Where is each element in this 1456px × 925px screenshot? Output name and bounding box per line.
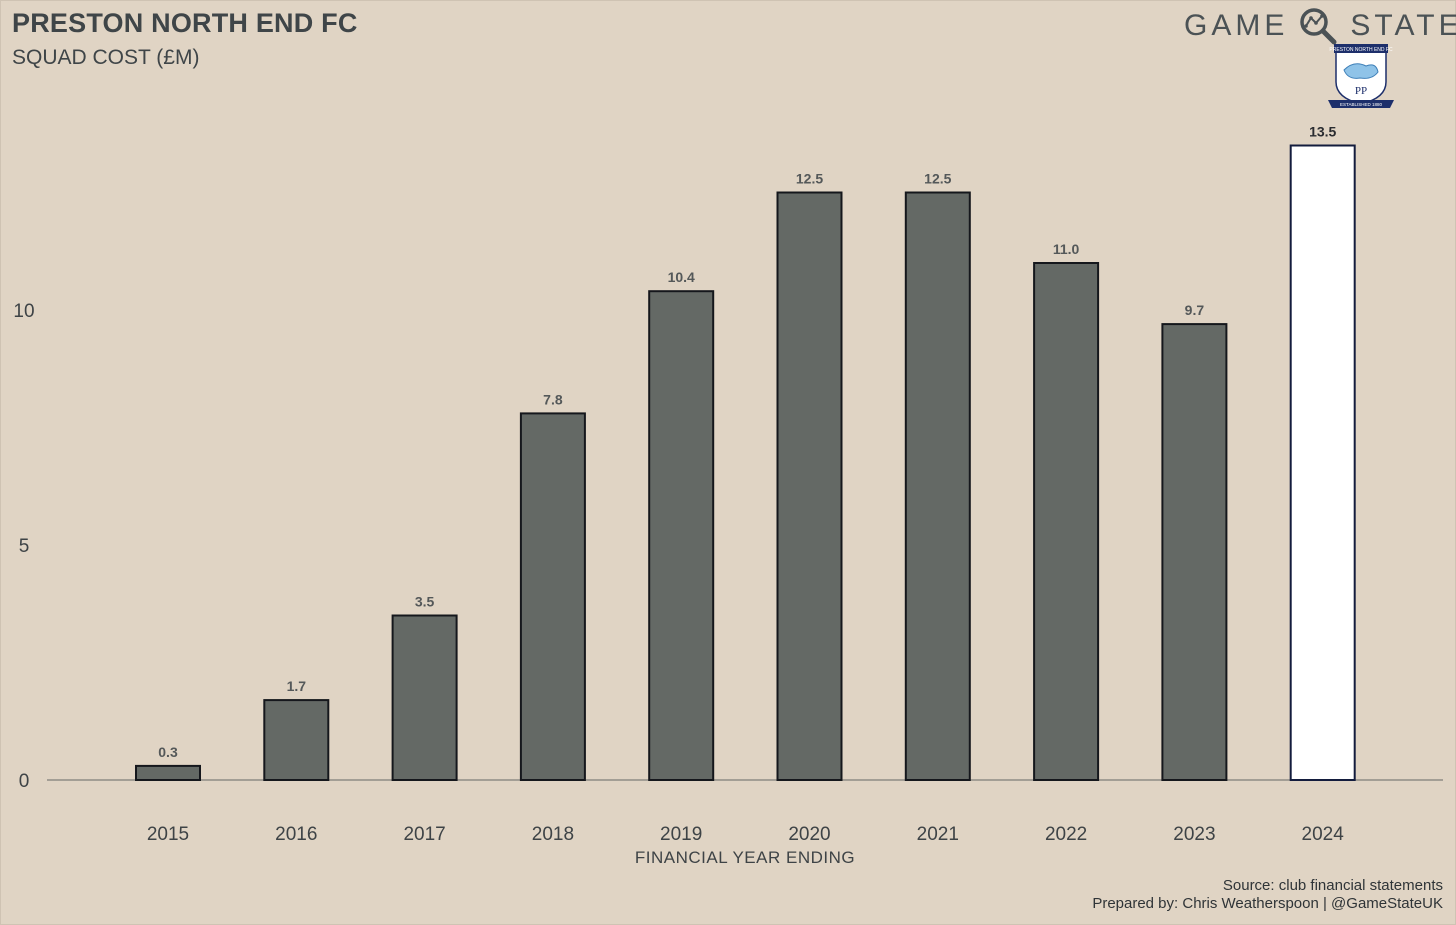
x-axis-label: FINANCIAL YEAR ENDING: [635, 848, 855, 867]
chart-subtitle: SQUAD COST (£M): [12, 46, 200, 69]
bar-2017: [391, 614, 458, 781]
data-labels-group: 0.3 1.7 3.5 7.8 10.4 12.5 12.5 11.0 9.7 13.5: [158, 124, 1336, 760]
data-label-2015: 0.3: [158, 744, 178, 760]
bar-2021: [904, 191, 971, 781]
data-label-2018: 7.8: [543, 391, 563, 407]
data-label-2024: 13.5: [1309, 124, 1336, 140]
bar-2020: [776, 191, 843, 781]
x-tick-label-2023: 2023: [1173, 824, 1215, 845]
y-axis: 0 5 10: [13, 301, 34, 792]
bar-2015: [135, 764, 201, 782]
chart-title: PRESTON NORTH END FC: [12, 8, 358, 38]
bar-2016: [263, 699, 330, 781]
x-tick-label-2021: 2021: [917, 824, 959, 845]
x-tick-label-2024: 2024: [1302, 824, 1345, 845]
source-note: Source: club financial statements: [1222, 877, 1443, 894]
bar-2019: [648, 290, 715, 781]
y-tick-label: 5: [19, 536, 30, 557]
credit-note: Prepared by: Chris Weatherspoon | @GameS…: [1092, 895, 1443, 912]
bar-2023: [1161, 323, 1228, 781]
bars-group: [135, 144, 1356, 782]
y-tick-label: 10: [13, 301, 34, 322]
x-axis: 2015 2016 2017 2018 2019 2020 2021 2022 2023 2024: [147, 824, 1344, 845]
x-tick-label-2019: 2019: [660, 824, 702, 845]
data-label-2021: 12.5: [924, 171, 951, 187]
magnifier-icon: [1300, 8, 1337, 45]
crest-top-text: PRESTON NORTH END FC: [1329, 47, 1393, 53]
y-tick-label: 0: [19, 771, 30, 792]
data-label-2017: 3.5: [415, 594, 435, 610]
x-tick-label-2020: 2020: [788, 824, 830, 845]
game-state-logo: GAME STATE: [1184, 6, 1456, 46]
crest-bottom-text: ESTABLISHED 1880: [1340, 102, 1382, 107]
data-label-2016: 1.7: [287, 678, 307, 694]
x-tick-label-2016: 2016: [275, 824, 317, 845]
bar-2024: [1289, 144, 1356, 781]
bar-2022: [1033, 262, 1100, 781]
x-tick-label-2017: 2017: [403, 824, 445, 845]
data-label-2023: 9.7: [1185, 302, 1205, 318]
data-label-2019: 10.4: [668, 269, 695, 285]
data-label-2020: 12.5: [796, 171, 823, 187]
footer: Source: club financial statements Prepar…: [1092, 877, 1443, 913]
x-tick-label-2022: 2022: [1045, 824, 1087, 845]
brand-word-left: GAME: [1184, 9, 1289, 42]
brand-word-right: STATE: [1350, 9, 1456, 42]
x-tick-label-2018: 2018: [532, 824, 574, 845]
bar-2018: [519, 412, 586, 781]
data-label-2022: 11.0: [1053, 241, 1080, 257]
preston-crest-icon: PRESTON NORTH END FC PP ESTABLISHED 1880: [1328, 44, 1394, 108]
x-tick-label-2015: 2015: [147, 824, 189, 845]
crest-monogram: PP: [1355, 85, 1367, 97]
